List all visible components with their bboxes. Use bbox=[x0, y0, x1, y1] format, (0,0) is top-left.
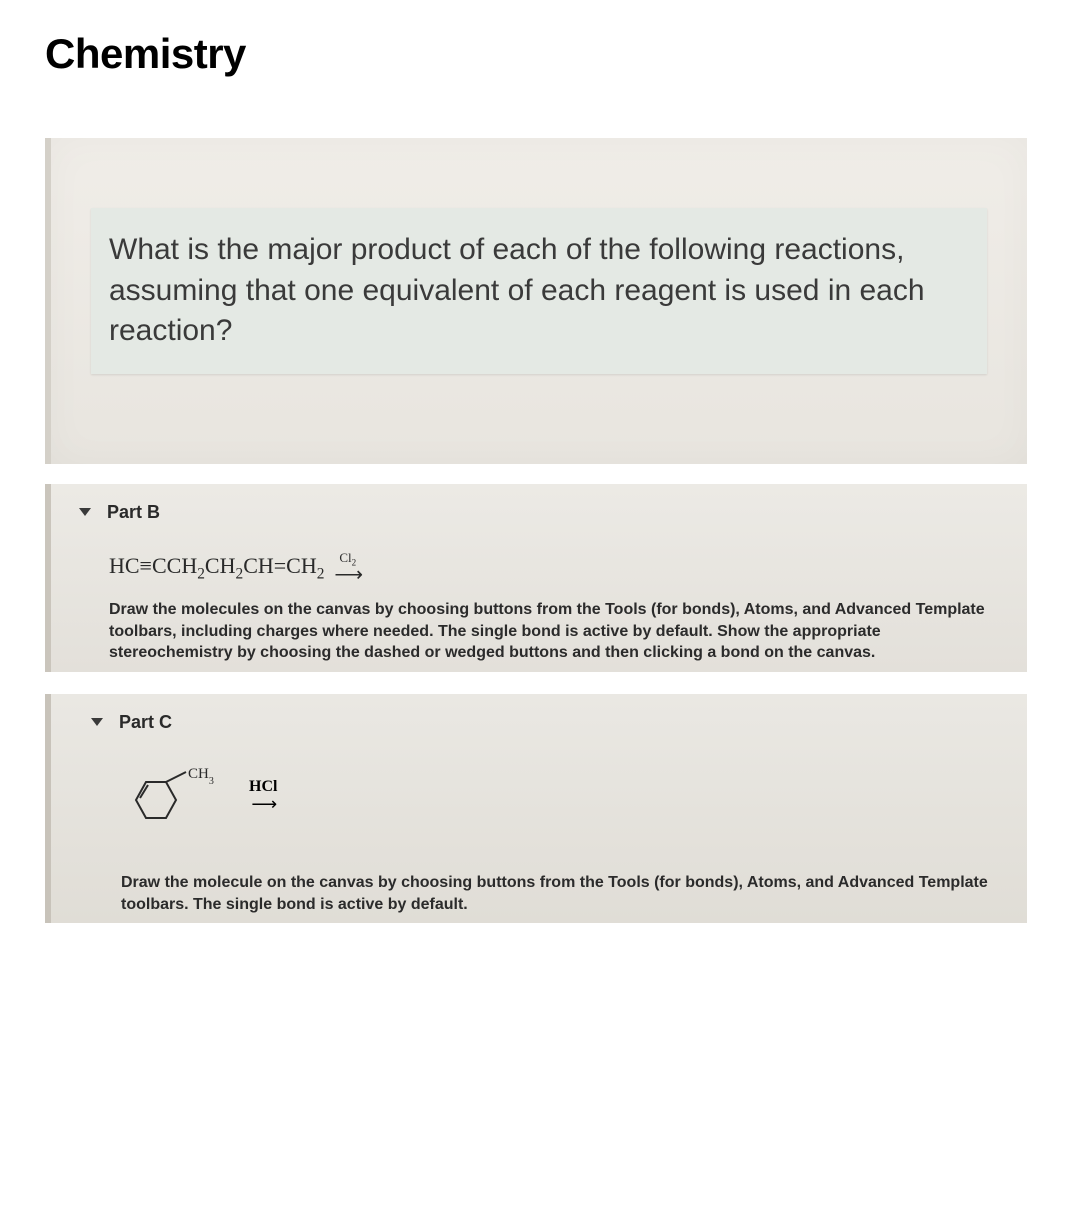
part-c-label: Part C bbox=[119, 712, 172, 733]
part-c-molecule-row: CH3 HCl ⟶ bbox=[91, 767, 999, 842]
part-b-reaction: HC≡CCH2CH2CH=CH2 Cl2 ⟶ bbox=[79, 551, 999, 586]
part-b-panel: Part B HC≡CCH2CH2CH=CH2 Cl2 ⟶ Draw the m… bbox=[45, 484, 1027, 672]
ch3-substituent-label: CH3 bbox=[188, 767, 214, 787]
cyclohexene-structure: CH3 bbox=[121, 767, 231, 842]
caret-down-icon bbox=[79, 508, 91, 516]
page-title: Chemistry bbox=[45, 30, 1027, 78]
question-panel: What is the major product of each of the… bbox=[45, 138, 1027, 464]
part-b-arrow-group: Cl2 ⟶ bbox=[334, 551, 361, 586]
reaction-arrow-icon: ⟶ bbox=[251, 795, 275, 813]
question-text-box: What is the major product of each of the… bbox=[91, 208, 987, 374]
part-b-formula: HC≡CCH2CH2CH=CH2 bbox=[109, 553, 324, 583]
part-c-reagent: HCl bbox=[249, 779, 277, 795]
part-c-arrow-group: HCl ⟶ bbox=[249, 779, 277, 813]
caret-down-icon bbox=[91, 718, 103, 726]
reaction-arrow-icon: ⟶ bbox=[334, 565, 361, 585]
part-b-label: Part B bbox=[107, 502, 160, 523]
part-b-header[interactable]: Part B bbox=[79, 502, 999, 523]
part-c-header[interactable]: Part C bbox=[91, 712, 999, 733]
part-b-instructions: Draw the molecules on the canvas by choo… bbox=[79, 599, 999, 664]
part-c-instructions: Draw the molecule on the canvas by choos… bbox=[91, 872, 999, 915]
part-c-panel: Part C CH3 HCl ⟶ Draw the molecule on th… bbox=[45, 694, 1027, 923]
